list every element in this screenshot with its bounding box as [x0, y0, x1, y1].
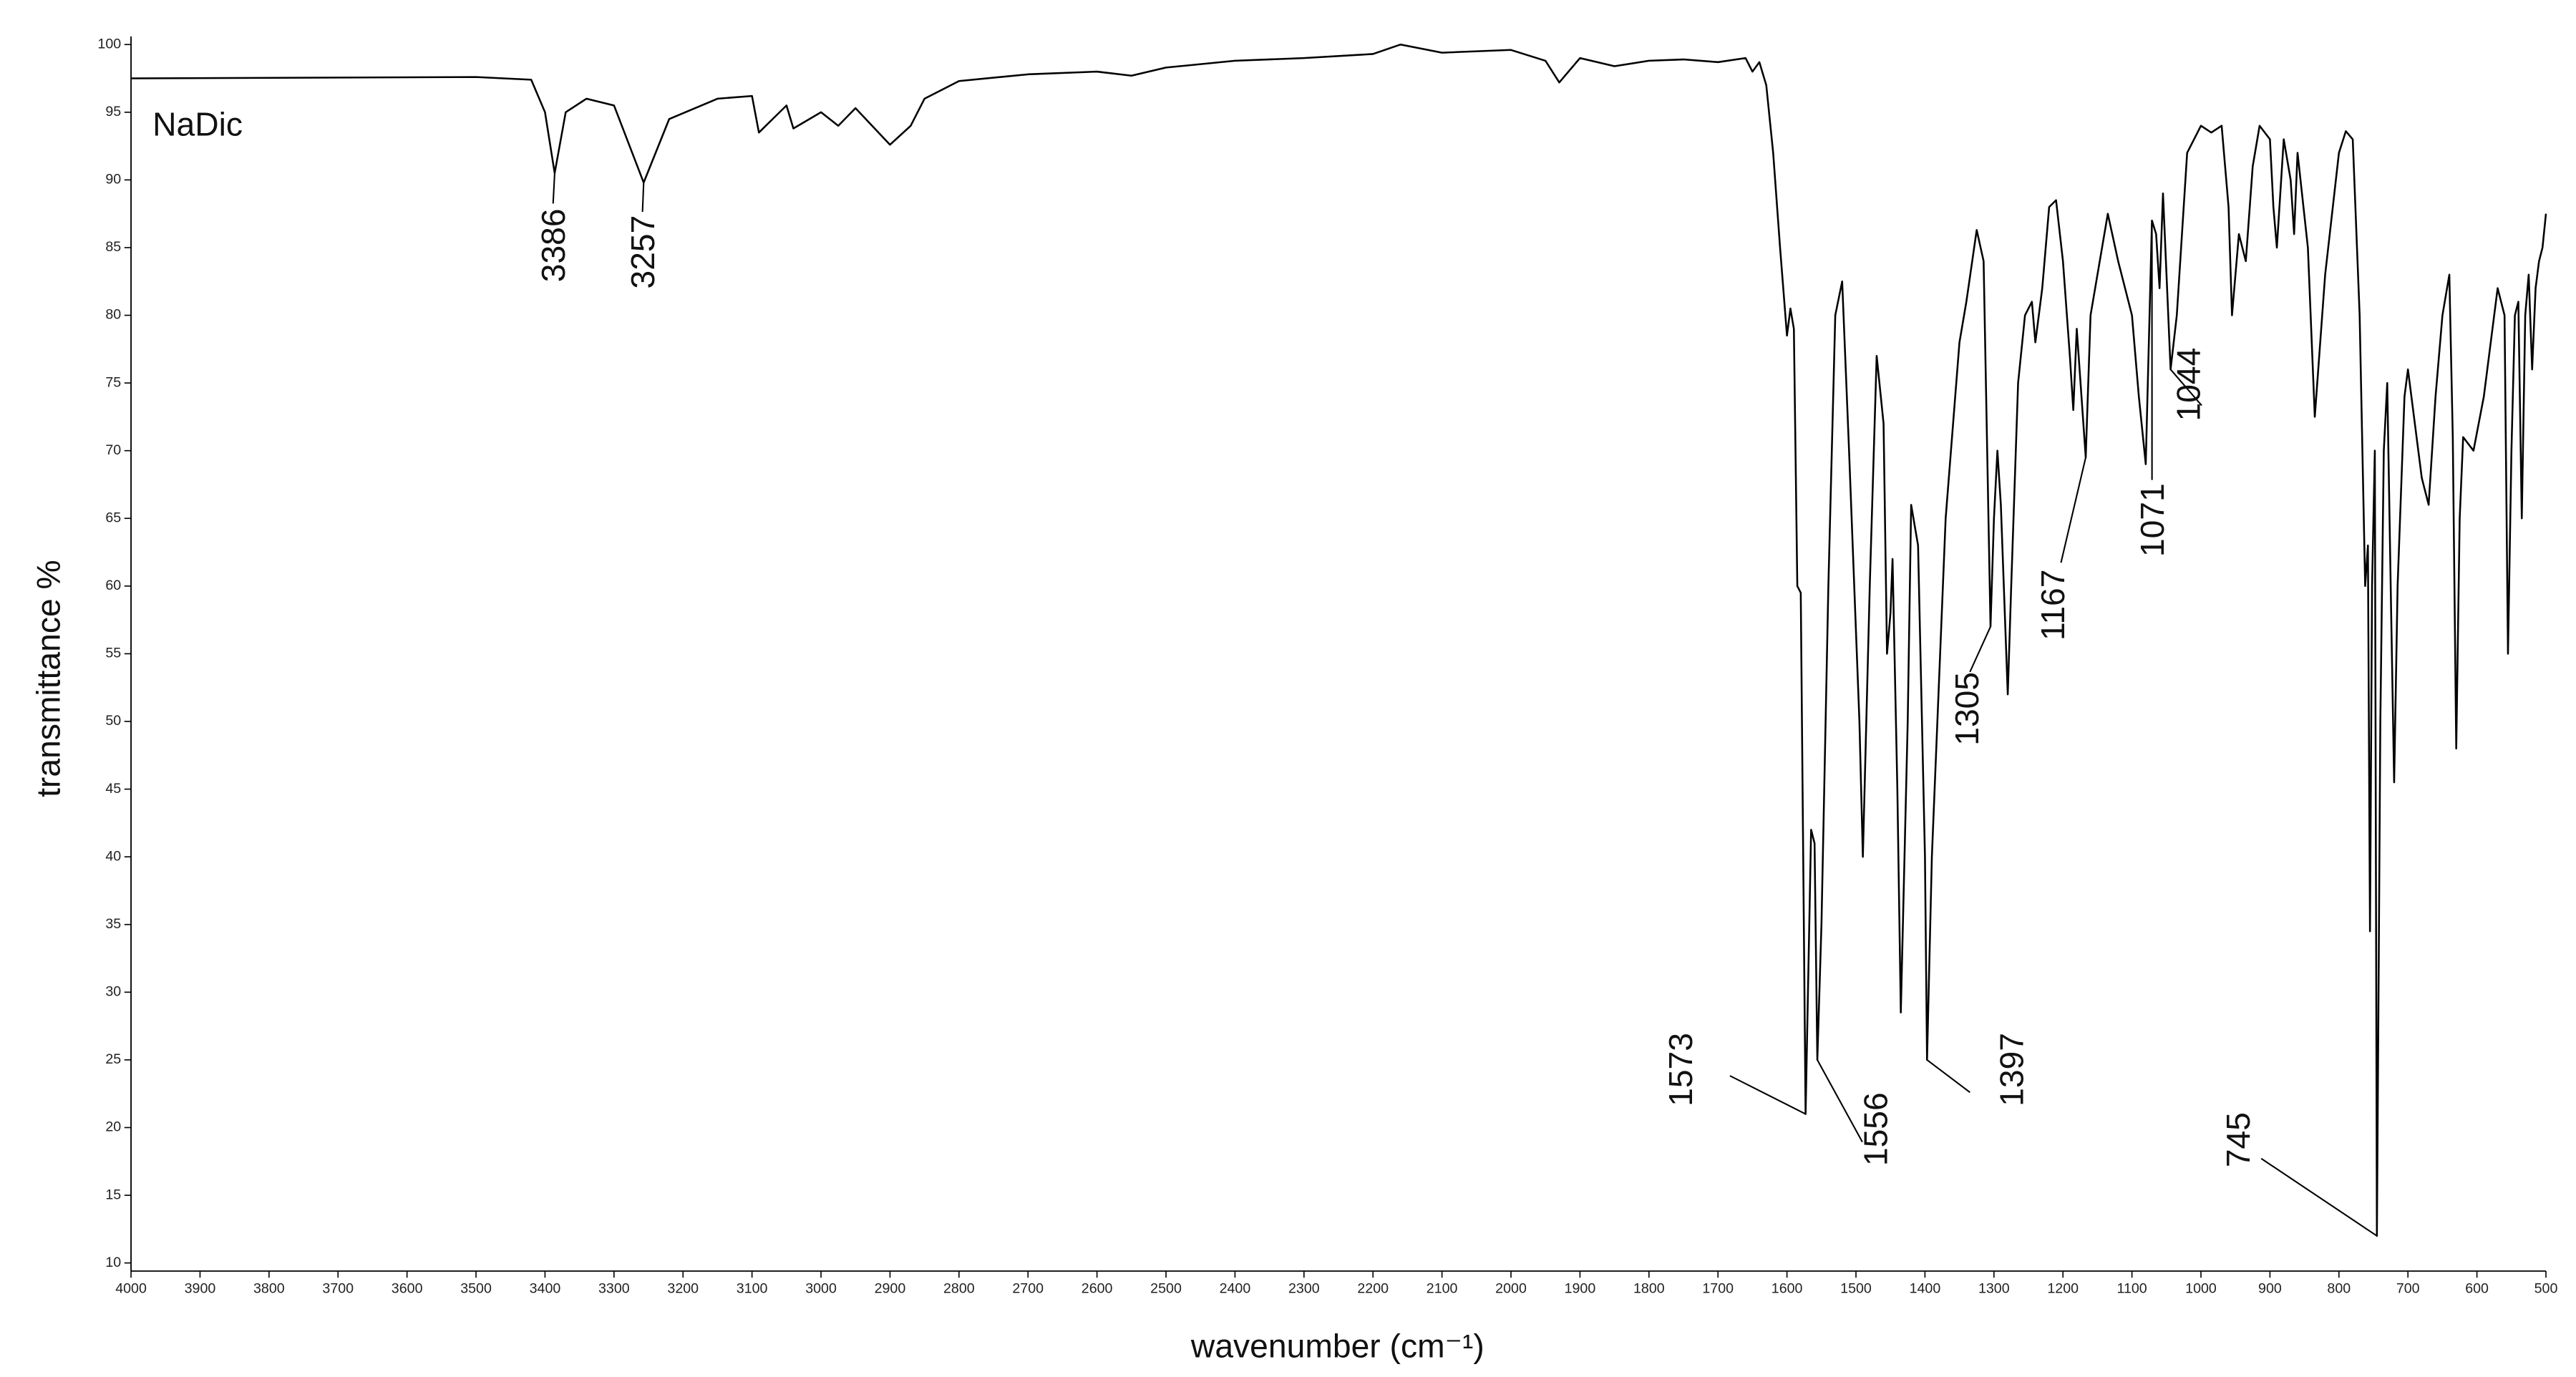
- x-tick-label: 4000: [115, 1281, 147, 1297]
- y-tick-label: 75: [105, 374, 121, 390]
- x-axis-label: wavenumber (cm⁻¹): [1190, 1327, 1484, 1364]
- y-tick-label: 10: [105, 1255, 121, 1270]
- x-tick-label: 2700: [1012, 1281, 1044, 1297]
- x-tick-label: 3900: [185, 1281, 216, 1297]
- y-tick-label: 85: [105, 239, 121, 255]
- x-tick-label: 600: [2465, 1281, 2489, 1297]
- x-tick-label: 1800: [1633, 1281, 1665, 1297]
- x-tick-label: 1300: [1978, 1281, 2010, 1297]
- x-tick-label: 1400: [1910, 1281, 1941, 1297]
- x-tick-label: 2000: [1495, 1281, 1527, 1297]
- y-tick-label: 60: [105, 578, 121, 593]
- x-tick-label: 500: [2534, 1281, 2558, 1297]
- y-tick-label: 25: [105, 1051, 121, 1067]
- x-tick-label: 800: [2327, 1281, 2351, 1297]
- y-tick-label: 20: [105, 1119, 121, 1135]
- annotation-label: 3386: [535, 208, 572, 282]
- x-tick-label: 3000: [805, 1281, 837, 1297]
- annotation-leader: [2169, 369, 2202, 407]
- x-tick-label: 2800: [943, 1281, 975, 1297]
- x-tick-label: 1100: [2116, 1281, 2147, 1297]
- x-tick-label: 1500: [1840, 1281, 1872, 1297]
- annotation-label: 745: [2220, 1112, 2257, 1167]
- x-tick-label: 3200: [667, 1281, 699, 1297]
- x-tick-label: 2300: [1288, 1281, 1320, 1297]
- annotation-label: 1573: [1662, 1033, 1699, 1106]
- x-tick-label: 900: [2258, 1281, 2282, 1297]
- annotation-leader: [2260, 1157, 2378, 1237]
- y-tick-label: 40: [105, 848, 121, 864]
- x-tick-label: 1600: [1771, 1281, 1803, 1297]
- annotation-leader: [641, 183, 645, 213]
- y-tick-label: 100: [97, 36, 121, 52]
- x-tick-label: 3300: [598, 1281, 630, 1297]
- sample-label: NaDic: [152, 106, 243, 143]
- x-tick-label: 2200: [1357, 1281, 1389, 1297]
- x-tick-label: 3700: [322, 1281, 354, 1297]
- y-tick-label: 15: [105, 1187, 121, 1202]
- x-tick-label: 3400: [530, 1281, 561, 1297]
- y-tick-label: 30: [105, 984, 121, 1000]
- annotation-leader: [1969, 626, 1991, 673]
- annotation-label: 1044: [2170, 348, 2207, 422]
- annotation-label: 3257: [624, 215, 661, 289]
- x-tick-label: 1200: [2047, 1281, 2079, 1297]
- y-tick-label: 70: [105, 442, 121, 458]
- x-tick-label: 1000: [2185, 1281, 2217, 1297]
- x-tick-label: 1700: [1702, 1281, 1734, 1297]
- x-tick-label: 3100: [737, 1281, 768, 1297]
- y-tick-label: 80: [105, 307, 121, 323]
- y-tick-label: 95: [105, 104, 121, 120]
- annotation-leader: [2060, 457, 2087, 563]
- annotation-label: 1556: [1857, 1092, 1895, 1166]
- y-axis-label: transmittance %: [30, 560, 67, 797]
- x-tick-label: 2400: [1220, 1281, 1251, 1297]
- annotation-label: 1071: [2134, 483, 2171, 557]
- y-tick-label: 65: [105, 510, 121, 525]
- x-tick-label: 2500: [1150, 1281, 1182, 1297]
- x-tick-label: 700: [2396, 1281, 2420, 1297]
- y-tick-label: 45: [105, 781, 121, 797]
- annotation-leader: [1926, 1059, 1970, 1094]
- y-tick-label: 55: [105, 646, 121, 661]
- x-tick-label: 3800: [253, 1281, 285, 1297]
- annotation-label: 1397: [1993, 1033, 2030, 1106]
- x-tick-label: 1900: [1565, 1281, 1596, 1297]
- annotation-label: 1167: [2034, 570, 2071, 641]
- annotation-label: 1305: [1948, 672, 1986, 746]
- y-tick-label: 50: [105, 713, 121, 729]
- y-tick-label: 90: [105, 172, 121, 188]
- annotation-leader: [1817, 1059, 1863, 1143]
- spectrum-line: [131, 43, 2547, 1237]
- x-tick-label: 3500: [460, 1281, 492, 1297]
- y-tick-label: 35: [105, 916, 121, 932]
- x-tick-label: 3600: [392, 1281, 423, 1297]
- x-tick-label: 2600: [1082, 1281, 1113, 1297]
- x-tick-label: 2100: [1426, 1281, 1458, 1297]
- annotation-leader: [552, 172, 555, 204]
- annotation-leader: [1729, 1075, 1807, 1115]
- x-tick-label: 2900: [875, 1281, 906, 1297]
